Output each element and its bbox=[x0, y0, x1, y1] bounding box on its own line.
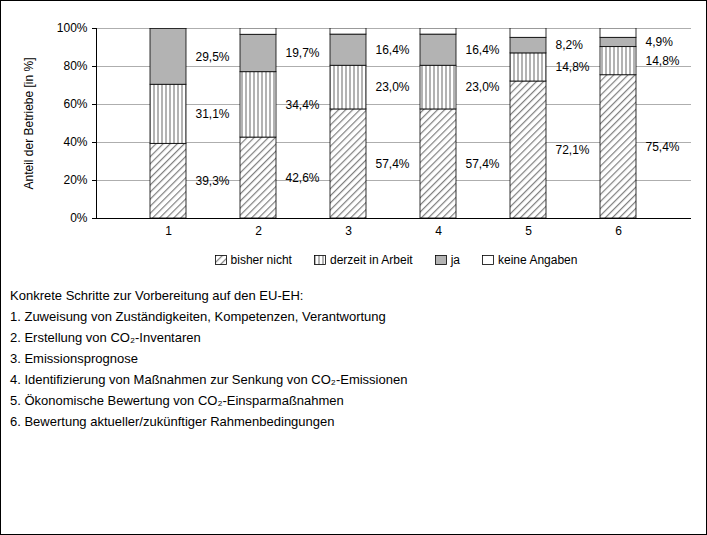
html-text:3. Emissionsprognose: 3. Emissionsprognose bbox=[10, 351, 138, 366]
html-text:derzeit in Arbeit: derzeit in Arbeit bbox=[330, 253, 413, 267]
html-text:bisher nicht: bisher nicht bbox=[230, 253, 292, 267]
svg-text:57,4%: 57,4% bbox=[376, 157, 410, 171]
svg-text:60%: 60% bbox=[63, 97, 87, 111]
html-text:Konkrete Schritte zur Vorberei: Konkrete Schritte zur Vorbereitung auf d… bbox=[10, 288, 304, 303]
svg-text:3: 3 bbox=[345, 224, 352, 238]
svg-text:40%: 40% bbox=[63, 135, 87, 149]
svg-text:8,2%: 8,2% bbox=[556, 38, 584, 52]
svg-text:72,1%: 72,1% bbox=[556, 143, 590, 157]
svg-text:29,5%: 29,5% bbox=[196, 50, 230, 64]
svg-text:23,0%: 23,0% bbox=[376, 80, 410, 94]
svg-text:20%: 20% bbox=[63, 173, 87, 187]
svg-text:4,9%: 4,9% bbox=[646, 35, 674, 49]
html-text:ja: ja bbox=[450, 253, 460, 267]
svg-text:14,8%: 14,8% bbox=[556, 60, 590, 74]
svg-text:6: 6 bbox=[615, 224, 622, 238]
svg-text:1: 1 bbox=[165, 224, 172, 238]
svg-text:4: 4 bbox=[435, 224, 442, 238]
svg-text:57,4%: 57,4% bbox=[466, 157, 500, 171]
html-text:keine Angaben: keine Angaben bbox=[498, 253, 578, 267]
svg-text:34,4%: 34,4% bbox=[286, 98, 320, 112]
svg-text:2: 2 bbox=[255, 224, 262, 238]
svg-text:5: 5 bbox=[525, 224, 532, 238]
html-text:1. Zuweisung von Zuständigkeit: 1. Zuweisung von Zuständigkeiten, Kompet… bbox=[10, 309, 386, 324]
html-text:5. Ökonomische Bewertung von C: 5. Ökonomische Bewertung von CO₂-Einspar… bbox=[10, 393, 344, 408]
svg-text:42,6%: 42,6% bbox=[286, 171, 320, 185]
html-text:6. Bewertung aktueller/zukünft: 6. Bewertung aktueller/zukünftiger Rahme… bbox=[10, 414, 335, 429]
svg-text:14,8%: 14,8% bbox=[646, 54, 680, 68]
svg-text:23,0%: 23,0% bbox=[466, 80, 500, 94]
svg-text:80%: 80% bbox=[63, 59, 87, 73]
svg-text:39,3%: 39,3% bbox=[196, 174, 230, 188]
svg-text:100%: 100% bbox=[57, 21, 88, 35]
svg-text:19,7%: 19,7% bbox=[286, 46, 320, 60]
svg-text:75,4%: 75,4% bbox=[646, 140, 680, 154]
html-text:2. Erstellung von CO₂-Inventar: 2. Erstellung von CO₂-Inventaren bbox=[10, 330, 201, 345]
svg-text:31,1%: 31,1% bbox=[196, 107, 230, 121]
html-text:4. Identifizierung von Maßnahm: 4. Identifizierung von Maßnahmen zur Sen… bbox=[10, 372, 408, 387]
svg-text:0%: 0% bbox=[70, 211, 88, 225]
svg-text:16,4%: 16,4% bbox=[466, 43, 500, 57]
svg-text:Anteil der Betriebe [in %]: Anteil der Betriebe [in %] bbox=[22, 57, 36, 189]
svg-text:16,4%: 16,4% bbox=[376, 43, 410, 57]
